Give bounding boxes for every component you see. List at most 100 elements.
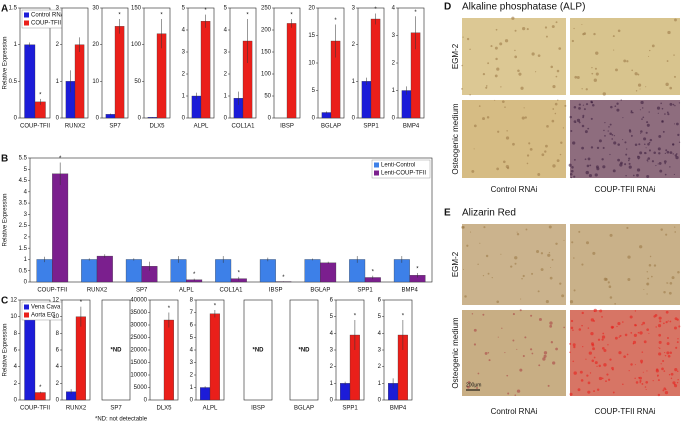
y-tick-label: 3 <box>224 50 228 56</box>
photo-texture <box>608 285 612 288</box>
photo-texture <box>609 358 612 361</box>
photo-texture <box>587 381 591 385</box>
photo-texture <box>673 75 676 78</box>
y-tick-label: 2 <box>352 42 356 48</box>
y-tick-label: 20 <box>92 42 99 48</box>
photo-texture <box>562 127 565 129</box>
photo-texture <box>657 379 660 382</box>
x-tick-label: SP7 <box>136 288 148 294</box>
photo-texture <box>578 121 581 124</box>
photo-texture <box>552 85 556 89</box>
x-tick-label: SPP1 <box>342 406 358 412</box>
photo-texture <box>510 265 513 268</box>
photo-texture <box>645 388 647 391</box>
y-tick-label: 25000 <box>130 335 147 341</box>
significance-mark: * <box>59 156 62 162</box>
y-tick-label: 50 <box>134 79 141 85</box>
y-tick-label: 0 <box>56 398 60 404</box>
photo-texture <box>526 28 529 31</box>
photo-texture <box>639 151 643 155</box>
photo-texture <box>669 166 671 168</box>
photo-texture <box>462 36 464 38</box>
photo-texture <box>634 364 636 366</box>
photo-texture <box>550 65 554 69</box>
photo-texture <box>660 228 663 231</box>
y-tick-label: 100 <box>131 42 142 48</box>
bar <box>75 316 86 401</box>
photo-texture <box>528 142 531 145</box>
photo-texture <box>590 117 593 120</box>
x-tick-label: RUNX2 <box>65 124 86 130</box>
photo-texture <box>560 141 563 144</box>
y-tick-label: 3 <box>378 348 382 354</box>
photo-texture <box>581 324 583 327</box>
bar <box>24 309 36 401</box>
photo-texture <box>646 123 650 127</box>
photo-texture <box>596 167 600 171</box>
photo-texture <box>606 373 609 376</box>
photo-texture <box>540 252 544 255</box>
y-tick-label: 0 <box>268 116 272 122</box>
photo-texture <box>661 367 664 371</box>
photo-texture <box>658 352 662 356</box>
photo-texture <box>658 152 661 155</box>
x-tick-label: BMP4 <box>390 406 407 412</box>
photo <box>570 18 680 95</box>
photo-texture <box>590 331 594 336</box>
photo-texture <box>616 325 618 328</box>
photo-texture <box>595 72 599 76</box>
x-tick-label: BGLAP <box>294 406 314 412</box>
y-tick-label: 10 <box>52 314 59 320</box>
photo <box>462 100 566 178</box>
photo-texture <box>640 100 644 105</box>
photo-texture <box>466 385 470 389</box>
photo-texture <box>613 141 617 145</box>
y-tick-label: 0 <box>24 280 28 286</box>
photo-texture <box>639 88 641 90</box>
photo-texture <box>677 133 680 137</box>
photo-texture <box>525 228 528 231</box>
y-tick-label: 5 <box>378 314 382 320</box>
photo-texture <box>577 388 581 392</box>
photo-texture <box>644 386 647 388</box>
photo-texture <box>648 141 651 144</box>
y-tick-label: 1 <box>224 94 228 100</box>
photo-texture <box>678 102 681 104</box>
y-tick-label: 5 <box>182 6 186 12</box>
photo-texture <box>585 170 589 175</box>
y-axis-label: Relative Expression <box>3 323 9 376</box>
photo-texture <box>554 112 557 115</box>
y-tick-label: 0.5 <box>9 79 18 85</box>
photo-texture <box>522 27 526 31</box>
photo-texture <box>601 346 605 350</box>
photo-texture <box>462 225 465 229</box>
legend-label: Vena Cava EC <box>31 305 71 311</box>
photo-texture <box>659 347 661 350</box>
photo-texture <box>649 49 651 52</box>
photo-texture <box>582 104 585 106</box>
photo-texture <box>627 255 631 259</box>
significance-mark: * <box>204 8 207 14</box>
photo-texture <box>616 108 620 112</box>
y-tick-label: 20000 <box>130 348 147 354</box>
photo-texture <box>669 151 673 155</box>
photo-texture <box>545 300 549 304</box>
photo-texture <box>581 311 584 315</box>
photo-texture <box>570 326 574 330</box>
bar <box>340 383 351 401</box>
panel-label: E <box>444 208 451 219</box>
bar <box>304 259 321 283</box>
photo-texture <box>603 348 607 352</box>
photo-texture <box>629 315 633 319</box>
photo-texture <box>648 55 650 57</box>
photo-texture <box>647 277 650 280</box>
photo-texture <box>628 157 631 160</box>
photo-texture <box>485 85 488 87</box>
photo-texture <box>641 351 644 353</box>
photo-texture <box>526 162 529 165</box>
y-tick-label: 3 <box>330 348 334 354</box>
photo-texture <box>512 142 515 146</box>
photo-texture <box>657 112 659 114</box>
photo-texture <box>610 325 614 329</box>
photo-texture <box>614 105 617 108</box>
